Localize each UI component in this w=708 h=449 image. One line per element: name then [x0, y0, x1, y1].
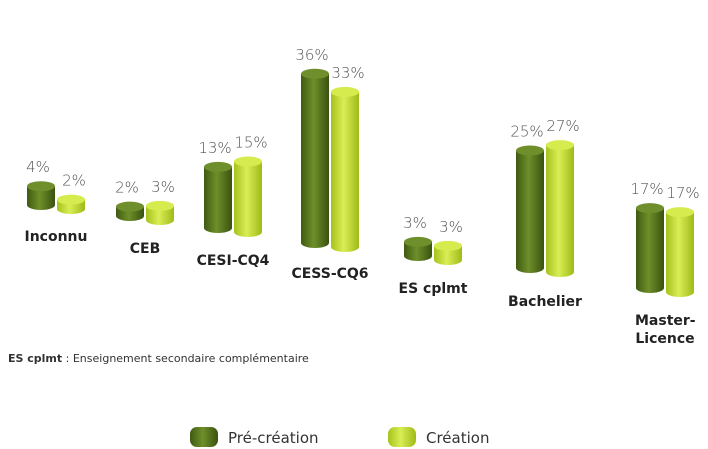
category-label: Inconnu — [24, 229, 88, 245]
category-label: Bachelier — [508, 294, 582, 310]
cylinder — [204, 161, 232, 233]
value-label: 25% — [510, 123, 543, 141]
cylinder-body — [636, 208, 664, 288]
cylinder-bottom — [116, 211, 144, 221]
cylinder-bottom — [636, 283, 664, 293]
value-label: 2% — [115, 179, 139, 197]
cylinder-bottom — [57, 204, 85, 214]
category-label: CESS-CQ6 — [291, 266, 369, 282]
cylinder-bottom — [331, 242, 359, 252]
cylinder-body — [546, 145, 574, 272]
cylinder — [27, 181, 55, 210]
cylinder-top — [666, 207, 694, 218]
value-label: 15% — [234, 134, 267, 152]
cylinder — [234, 156, 262, 237]
cylinder-bottom — [434, 255, 462, 265]
cylinder-top — [404, 236, 432, 247]
cylinder-bottom — [301, 238, 329, 248]
category-label: CESI-CQ4 — [196, 253, 270, 269]
category-label: CEB — [129, 241, 161, 257]
legend-label: Création — [426, 429, 489, 447]
cylinder-top — [546, 140, 574, 151]
cylinder-top — [331, 86, 359, 97]
cylinder-body — [234, 161, 262, 232]
cylinder — [57, 194, 85, 214]
value-label: 17% — [630, 180, 663, 198]
legend-label: Pré-création — [228, 429, 319, 447]
value-label: 3% — [439, 218, 463, 236]
cylinder — [666, 207, 694, 297]
footnote-text: : Enseignement secondaire complémentaire — [62, 352, 309, 365]
cylinder — [404, 236, 432, 261]
value-label: 33% — [331, 64, 364, 82]
cylinder — [301, 68, 329, 248]
footnote: ES cplmt : Enseignement secondaire compl… — [8, 352, 309, 365]
cylinder-bottom — [404, 251, 432, 261]
cylinder-bottom — [666, 287, 694, 297]
cylinder — [331, 86, 359, 252]
cylinder-body — [204, 166, 232, 228]
cylinder-top — [516, 145, 544, 156]
cylinder-bottom — [234, 227, 262, 237]
category-label: Master-Licence — [635, 313, 696, 347]
cylinder-body — [331, 91, 359, 248]
cylinder — [516, 145, 544, 273]
value-label: 3% — [403, 214, 427, 232]
footnote-term: ES cplmt — [8, 352, 63, 365]
cylinder-top — [434, 240, 462, 251]
cylinder-body — [301, 73, 329, 243]
value-label: 4% — [26, 158, 50, 176]
cylinder-top — [234, 156, 262, 167]
cylinder-body — [666, 212, 694, 292]
value-label: 17% — [666, 184, 699, 202]
value-label: 2% — [62, 172, 86, 190]
cylinder-bottom — [204, 223, 232, 233]
cylinder — [146, 200, 174, 225]
value-label: 3% — [151, 178, 175, 196]
cylinder-top — [116, 201, 144, 212]
cylinder-bottom — [546, 267, 574, 277]
cylinder-top — [146, 200, 174, 211]
cylinder-bottom — [146, 215, 174, 225]
cylinder-top — [636, 203, 664, 214]
legend-swatch — [388, 427, 416, 447]
value-label: 27% — [546, 117, 579, 135]
cylinder-bottom — [27, 200, 55, 210]
cylinder-body — [516, 150, 544, 268]
cylinder-top — [27, 181, 55, 192]
value-label: 36% — [295, 46, 328, 64]
cylinder-body — [27, 186, 55, 205]
cylinder-bottom — [516, 263, 544, 273]
cylinder — [116, 201, 144, 221]
cylinder — [636, 203, 664, 293]
cylinder — [434, 240, 462, 265]
legend-swatch — [190, 427, 218, 447]
category-label: ES cplmt — [398, 281, 468, 297]
cylinder-top — [57, 194, 85, 205]
value-label: 13% — [198, 139, 231, 157]
cylinder — [546, 140, 574, 277]
cylinder-top — [301, 68, 329, 79]
cylinder-top — [204, 161, 232, 172]
